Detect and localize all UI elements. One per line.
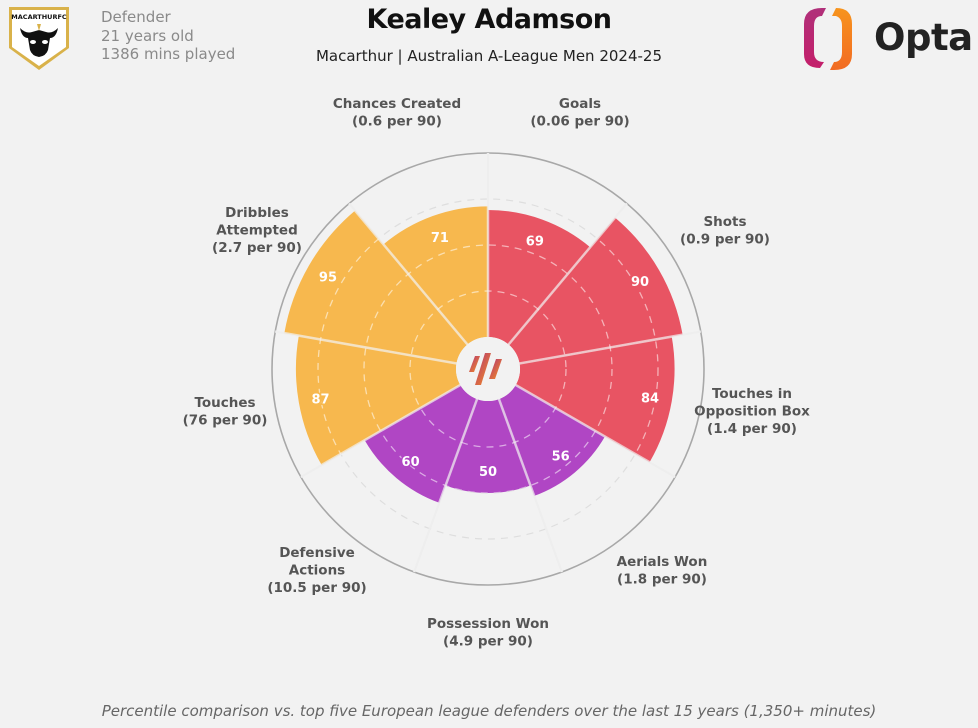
bar-aerials-won [498, 385, 605, 496]
value-label: 90 [631, 275, 649, 290]
grid-ring [363, 244, 613, 494]
bar-dribbles-attempted [284, 210, 468, 364]
bar-divider [486, 368, 564, 573]
bar-touches [295, 335, 461, 466]
per90-label: (0.6 per 90) [352, 114, 442, 130]
bar-possession-won [445, 399, 531, 493]
metric-label: Goals [559, 96, 601, 112]
bar-divider [348, 202, 489, 370]
metric-label: Actions [289, 563, 345, 579]
bar-divider [487, 367, 676, 479]
hub [456, 337, 520, 401]
metric-label: Defensive [279, 545, 355, 561]
metric-label: Dribbles [225, 205, 289, 221]
player-position: Defender [101, 8, 171, 26]
bar-shots [508, 217, 683, 364]
player-age: 21 years old [101, 26, 194, 45]
value-label: 84 [641, 392, 659, 407]
opta-logo: Opta [800, 4, 975, 72]
bar-divider [275, 330, 489, 371]
metric-label: Aerials Won [617, 554, 708, 570]
player-meta: Defender 21 years old 1386 mins played [101, 8, 235, 64]
per90-label: (76 per 90) [183, 413, 268, 429]
page-subtitle: Macarthur | Australian A-League Men 2024… [315, 47, 663, 65]
radar-chart: 69 90 84 56 50 60 87 95 71 Goals (0.06 per 90) Shot… [183, 96, 811, 650]
crest-text: MACARTHURFC [11, 13, 67, 21]
bar-touches-in-opposition-box [515, 336, 675, 463]
value-label: 87 [311, 393, 329, 408]
per90-label: (2.7 per 90) [212, 240, 302, 256]
bar-divider [300, 367, 489, 479]
player-minutes: 1386 mins played [101, 45, 236, 63]
grid-ring [317, 206, 659, 503]
per90-label: (1.8 per 90) [617, 572, 707, 588]
value-label: 71 [431, 231, 449, 246]
per90-label: (1.4 per 90) [707, 421, 797, 437]
value-label: 56 [552, 450, 570, 465]
value-label: 69 [526, 234, 544, 249]
metric-label: Shots [703, 214, 746, 230]
value-label: 95 [319, 271, 337, 286]
metric-label: Chances Created [333, 96, 461, 112]
bar-goals [488, 210, 591, 345]
page-title: Kealey Adamson [366, 4, 612, 35]
per90-label: (10.5 per 90) [267, 580, 366, 596]
metric-label: Opposition Box [694, 404, 810, 420]
opta-wordmark: Opta [874, 16, 973, 59]
metric-label: Attempted [216, 223, 298, 239]
per90-label: (0.9 per 90) [680, 232, 770, 248]
opta-mark-icon [804, 8, 852, 70]
metric-label: Touches [194, 395, 255, 411]
bar-divider [412, 368, 490, 573]
metric-label: Touches in [712, 386, 792, 402]
value-label: 60 [402, 455, 420, 470]
per90-label: (4.9 per 90) [443, 634, 533, 650]
footer-note: Percentile comparison vs. top five Europ… [101, 702, 877, 720]
opta-hub-icon [469, 353, 502, 385]
value-label: 50 [479, 465, 497, 480]
bar-chances-created [383, 206, 488, 345]
bar-divider [487, 202, 628, 370]
metric-label: Possession Won [427, 616, 549, 632]
club-crest: MACARTHURFC [9, 7, 69, 70]
per90-label: (0.06 per 90) [530, 114, 629, 130]
bar-divider [487, 330, 701, 371]
